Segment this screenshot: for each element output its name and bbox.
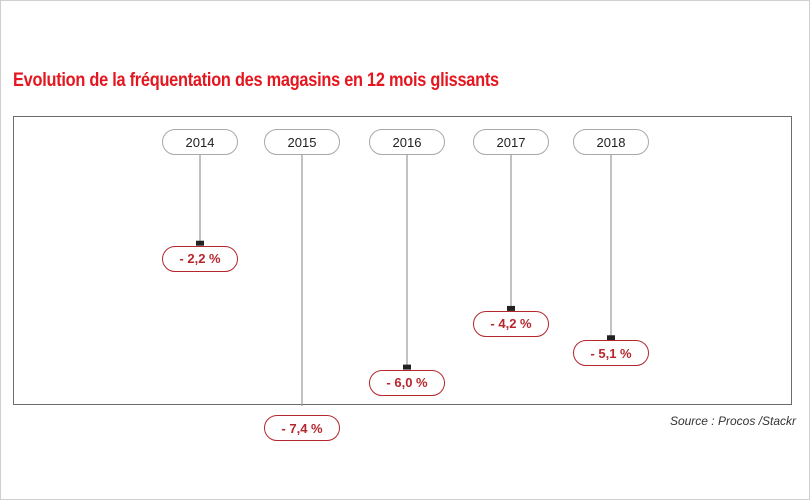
year-label-2018: 2018 <box>573 129 649 155</box>
pin-head-2017 <box>507 305 515 311</box>
chart-area: 2014 - 2,2 % 2015 - 7,4 % 2016 - 6,0 % 2017 - 4… <box>13 116 792 442</box>
value-label-2017: - 4,2 % <box>473 310 549 337</box>
value-label-2015: - 7,4 % <box>264 415 340 442</box>
value-label-2016: - 6,0 % <box>369 369 445 396</box>
value-label-2014: - 2,2 % <box>162 245 238 272</box>
year-label-2017: 2017 <box>473 129 549 155</box>
pin-head-2014 <box>196 240 204 246</box>
chart-title: Evolution de la fréquentation des magasi… <box>13 70 499 91</box>
year-label-2015: 2015 <box>264 129 340 155</box>
pin-head-2018 <box>607 335 615 341</box>
chart-svg <box>196 155 615 406</box>
year-label-2016: 2016 <box>369 129 445 155</box>
value-label-2018: - 5,1 % <box>573 340 649 367</box>
source-note: Source : Procos /Stackr <box>669 414 796 428</box>
year-label-2014: 2014 <box>162 129 238 155</box>
pin-head-2016 <box>403 364 411 370</box>
